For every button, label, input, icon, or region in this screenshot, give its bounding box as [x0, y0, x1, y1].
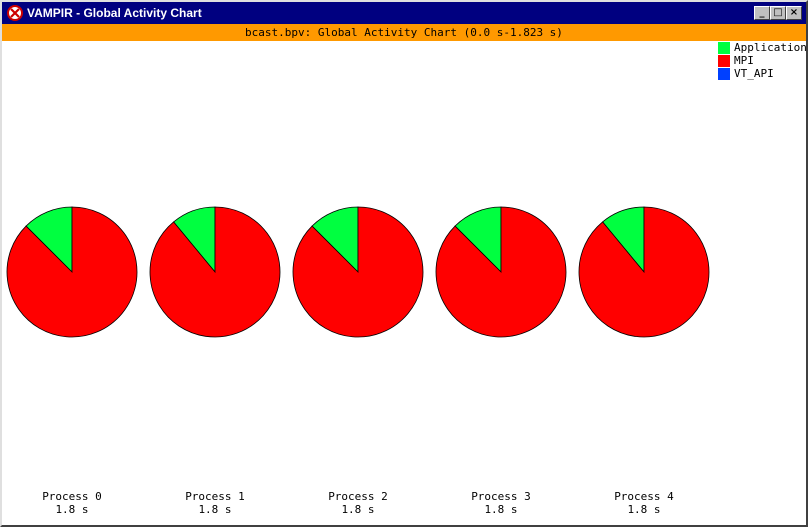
legend-label: Application	[734, 41, 807, 54]
process-name: Process 3	[471, 490, 531, 503]
pie-process-0[interactable]	[6, 206, 138, 338]
pie-slice-mpi[interactable]	[435, 206, 567, 338]
pie-slice-mpi[interactable]	[578, 206, 710, 338]
legend-swatch	[718, 68, 730, 80]
legend-label: VT_API	[734, 67, 774, 80]
process-total-time: 1.8 s	[198, 503, 232, 516]
vampir-app-icon[interactable]	[7, 5, 23, 21]
pie-slice-mpi[interactable]	[292, 206, 424, 338]
chart-legend: Application MPI VT_API	[718, 42, 806, 86]
process-name: Process 4	[614, 490, 674, 503]
pie-process-3[interactable]	[435, 206, 567, 338]
process-total-time: 1.8 s	[627, 503, 661, 516]
title-bar[interactable]: VAMPIR - Global Activity Chart _ □ ×	[2, 2, 806, 24]
maximize-button[interactable]: □	[770, 6, 786, 20]
process-label: Process 4 1.8 s	[589, 490, 699, 516]
process-label: Process 0 1.8 s	[17, 490, 127, 516]
pie-process-2[interactable]	[292, 206, 424, 338]
window-title: VAMPIR - Global Activity Chart	[27, 6, 202, 20]
process-name: Process 2	[328, 490, 388, 503]
pie-slice-mpi[interactable]	[149, 206, 281, 338]
global-activity-chart[interactable]: Process 0 1.8 s Process 1 1.8 s Process 2 1.8…	[2, 41, 806, 525]
process-name: Process 1	[185, 490, 245, 503]
pie-slice-mpi[interactable]	[6, 206, 138, 338]
process-total-time: 1.8 s	[341, 503, 375, 516]
process-label: Process 1 1.8 s	[160, 490, 270, 516]
pie-process-1[interactable]	[149, 206, 281, 338]
process-total-time: 1.8 s	[55, 503, 89, 516]
pie-process-4[interactable]	[578, 206, 710, 338]
process-label: Process 3 1.8 s	[446, 490, 556, 516]
process-total-time: 1.8 s	[484, 503, 518, 516]
legend-item-application: Application	[718, 42, 806, 55]
legend-label: MPI	[734, 54, 754, 67]
process-label: Process 2 1.8 s	[303, 490, 413, 516]
legend-swatch	[718, 55, 730, 67]
legend-swatch	[718, 42, 730, 54]
pie-chart-canvas[interactable]	[2, 41, 806, 525]
close-button[interactable]: ×	[786, 6, 802, 20]
minimize-button[interactable]: _	[754, 6, 770, 20]
chart-subtitle-bar: bcast.bpv: Global Activity Chart (0.0 s-…	[2, 24, 806, 41]
process-name: Process 0	[42, 490, 102, 503]
legend-item-vt-api: VT_API	[718, 68, 806, 81]
legend-item-mpi: MPI	[718, 55, 806, 68]
